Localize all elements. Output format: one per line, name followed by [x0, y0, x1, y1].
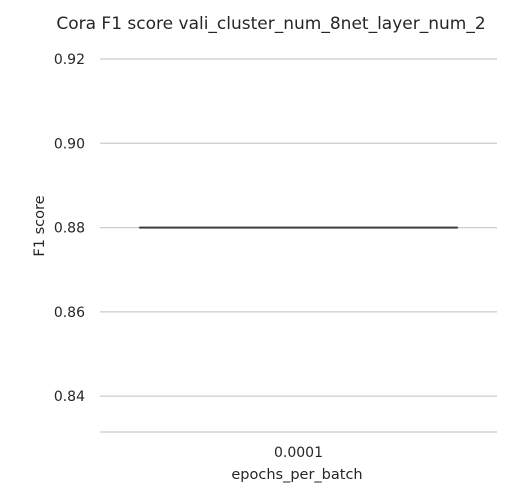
chart-title: Cora F1 score vali_cluster_num_8net_laye… — [56, 14, 485, 34]
x-tick-label: 0.0001 — [274, 445, 323, 461]
y-tick-label: 0.86 — [54, 305, 85, 321]
y-tick-label: 0.84 — [54, 389, 85, 405]
x-axis-label: epochs_per_batch — [231, 467, 362, 483]
y-tick-label: 0.92 — [54, 52, 85, 68]
y-axis-label: F1 score — [32, 195, 48, 256]
x-tick-labels: 0.0001 — [274, 445, 323, 461]
y-tick-labels: 0.84 0.86 0.88 0.90 0.92 — [54, 52, 85, 405]
y-tick-label: 0.90 — [54, 136, 85, 152]
y-tick-label: 0.88 — [54, 221, 85, 237]
